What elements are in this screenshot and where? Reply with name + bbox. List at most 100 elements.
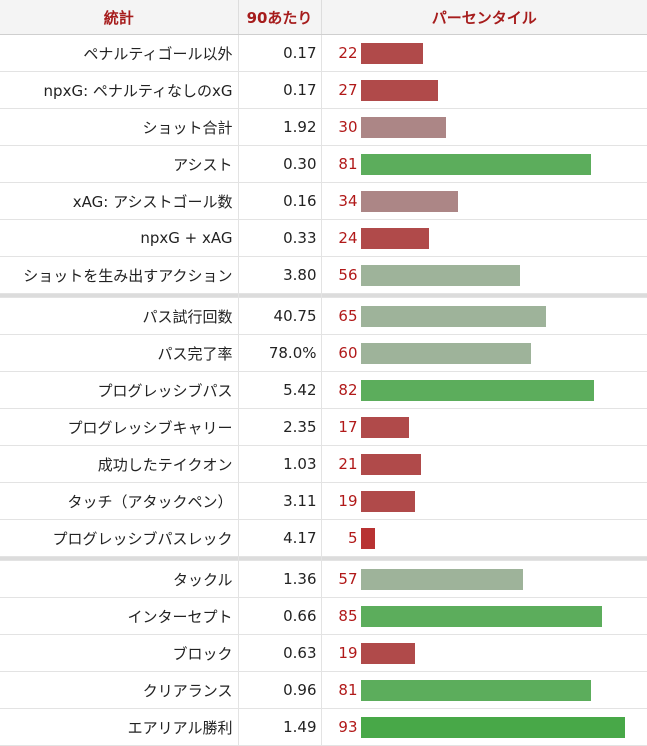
table-row: ペナルティゴール以外 0.17 22	[0, 34, 647, 72]
percentile-bar	[360, 306, 546, 327]
stat-name: プログレッシブキャリー	[0, 408, 239, 446]
percentile-value: 57	[338, 570, 358, 588]
percentile-bar	[360, 417, 409, 438]
table-row: ショットを生み出すアクション 3.80 56	[0, 256, 647, 294]
per90-value: 78.0%	[238, 334, 322, 372]
percentile-cell: 19	[321, 634, 647, 672]
per90-value: 3.11	[238, 482, 322, 520]
per90-value: 0.63	[238, 634, 322, 672]
table-row: タッチ（アタックペン） 3.11 19	[0, 482, 647, 520]
percentile-cell: 22	[321, 34, 647, 72]
percentile-value: 24	[338, 229, 358, 247]
percentile-cell: 57	[321, 560, 647, 598]
per90-value: 0.17	[238, 34, 322, 72]
stat-name: タッチ（アタックペン）	[0, 482, 239, 520]
group-separator	[0, 556, 647, 561]
percentile-cell: 17	[321, 408, 647, 446]
stats-body: ペナルティゴール以外 0.17 22 npxG: ペナルティなしのxG 0.17 27 ショ…	[0, 34, 647, 746]
percentile-bar	[360, 680, 591, 701]
stat-name: インターセプト	[0, 597, 239, 635]
percentile-bar	[360, 528, 375, 549]
per90-value: 4.17	[238, 519, 322, 557]
stat-name: ブロック	[0, 634, 239, 672]
percentile-bar	[360, 606, 602, 627]
stat-name: プログレッシブパスレック	[0, 519, 239, 557]
per90-value: 1.92	[238, 108, 322, 146]
percentile-value: 27	[338, 81, 358, 99]
percentile-cell: 34	[321, 182, 647, 220]
percentile-bar	[360, 343, 531, 364]
percentile-value: 19	[338, 492, 358, 510]
table-row: ブロック 0.63 19	[0, 634, 647, 672]
percentile-value: 85	[338, 607, 358, 625]
table-row: クリアランス 0.96 81	[0, 671, 647, 709]
table-row: xAG: アシストゴール数 0.16 34	[0, 182, 647, 220]
percentile-cell: 19	[321, 482, 647, 520]
percentile-bar	[360, 643, 415, 664]
table-row: npxG + xAG 0.33 24	[0, 219, 647, 257]
group-separator	[0, 293, 647, 298]
percentile-cell: 5	[321, 519, 647, 557]
percentile-bar	[360, 717, 625, 738]
header-percentile[interactable]: パーセンタイル	[321, 0, 647, 35]
table-row: プログレッシブパスレック 4.17 5	[0, 519, 647, 557]
percentile-value: 56	[338, 266, 358, 284]
percentile-value: 82	[338, 381, 358, 399]
table-row: npxG: ペナルティなしのxG 0.17 27	[0, 71, 647, 109]
percentile-cell: 85	[321, 597, 647, 635]
percentile-value: 19	[338, 644, 358, 662]
stat-name: npxG + xAG	[0, 219, 239, 257]
percentile-bar	[360, 491, 415, 512]
percentile-value: 17	[338, 418, 358, 436]
percentile-cell: 93	[321, 708, 647, 746]
percentile-value: 21	[338, 455, 358, 473]
percentile-value: 60	[338, 344, 358, 362]
percentile-bar	[360, 43, 423, 64]
header-per90[interactable]: 90あたり	[238, 0, 322, 35]
table-row: プログレッシブパス 5.42 82	[0, 371, 647, 409]
percentile-cell: 81	[321, 145, 647, 183]
percentile-cell: 30	[321, 108, 647, 146]
per90-value: 0.30	[238, 145, 322, 183]
header-stat[interactable]: 統計	[0, 0, 239, 35]
per90-value: 3.80	[238, 256, 322, 294]
percentile-cell: 65	[321, 297, 647, 335]
table-row: インターセプト 0.66 85	[0, 597, 647, 635]
header-row: 統計 90あたり パーセンタイル	[0, 0, 647, 35]
per90-value: 0.66	[238, 597, 322, 635]
percentile-bar	[360, 454, 421, 475]
table-row: エアリアル勝利 1.49 93	[0, 708, 647, 746]
table-row: 成功したテイクオン 1.03 21	[0, 445, 647, 483]
per90-value: 0.96	[238, 671, 322, 709]
percentile-bar	[360, 80, 438, 101]
percentile-value: 81	[338, 155, 358, 173]
per90-value: 40.75	[238, 297, 322, 335]
percentile-value: 34	[338, 192, 358, 210]
percentile-bar	[360, 191, 458, 212]
stat-name: xAG: アシストゴール数	[0, 182, 239, 220]
percentile-value: 22	[338, 44, 358, 62]
percentile-bar	[360, 380, 594, 401]
percentile-cell: 21	[321, 445, 647, 483]
per90-value: 5.42	[238, 371, 322, 409]
table-row: ショット合計 1.92 30	[0, 108, 647, 146]
percentile-bar	[360, 117, 446, 138]
stat-name: プログレッシブパス	[0, 371, 239, 409]
percentile-cell: 60	[321, 334, 647, 372]
stat-name: アシスト	[0, 145, 239, 183]
per90-value: 0.33	[238, 219, 322, 257]
percentile-cell: 27	[321, 71, 647, 109]
stat-name: エアリアル勝利	[0, 708, 239, 746]
table-row: パス試行回数 40.75 65	[0, 297, 647, 335]
percentile-cell: 24	[321, 219, 647, 257]
percentile-value: 81	[338, 681, 358, 699]
stat-name: ペナルティゴール以外	[0, 34, 239, 72]
percentile-bar	[360, 569, 523, 590]
percentile-value: 93	[338, 718, 358, 736]
percentile-value: 5	[347, 529, 358, 547]
stat-name: ショットを生み出すアクション	[0, 256, 239, 294]
per90-value: 0.17	[238, 71, 322, 109]
per90-value: 2.35	[238, 408, 322, 446]
stat-name: パス完了率	[0, 334, 239, 372]
